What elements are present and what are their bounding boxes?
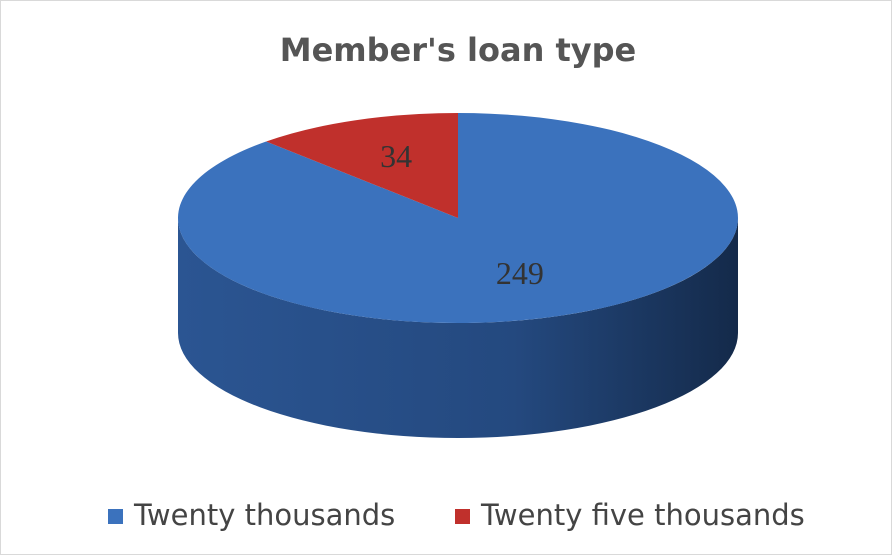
pie-slice-side [178, 218, 738, 438]
legend-swatch [455, 509, 470, 524]
chart-title: Member's loan type [280, 31, 637, 69]
pie-slice [178, 113, 739, 324]
data-label: 249 [496, 255, 544, 291]
data-label: 34 [380, 138, 412, 174]
legend-label: Twenty five thousands [480, 498, 805, 532]
legend-swatch [108, 509, 123, 524]
pie-slice [266, 113, 458, 218]
legend-label: Twenty thousands [133, 498, 395, 532]
